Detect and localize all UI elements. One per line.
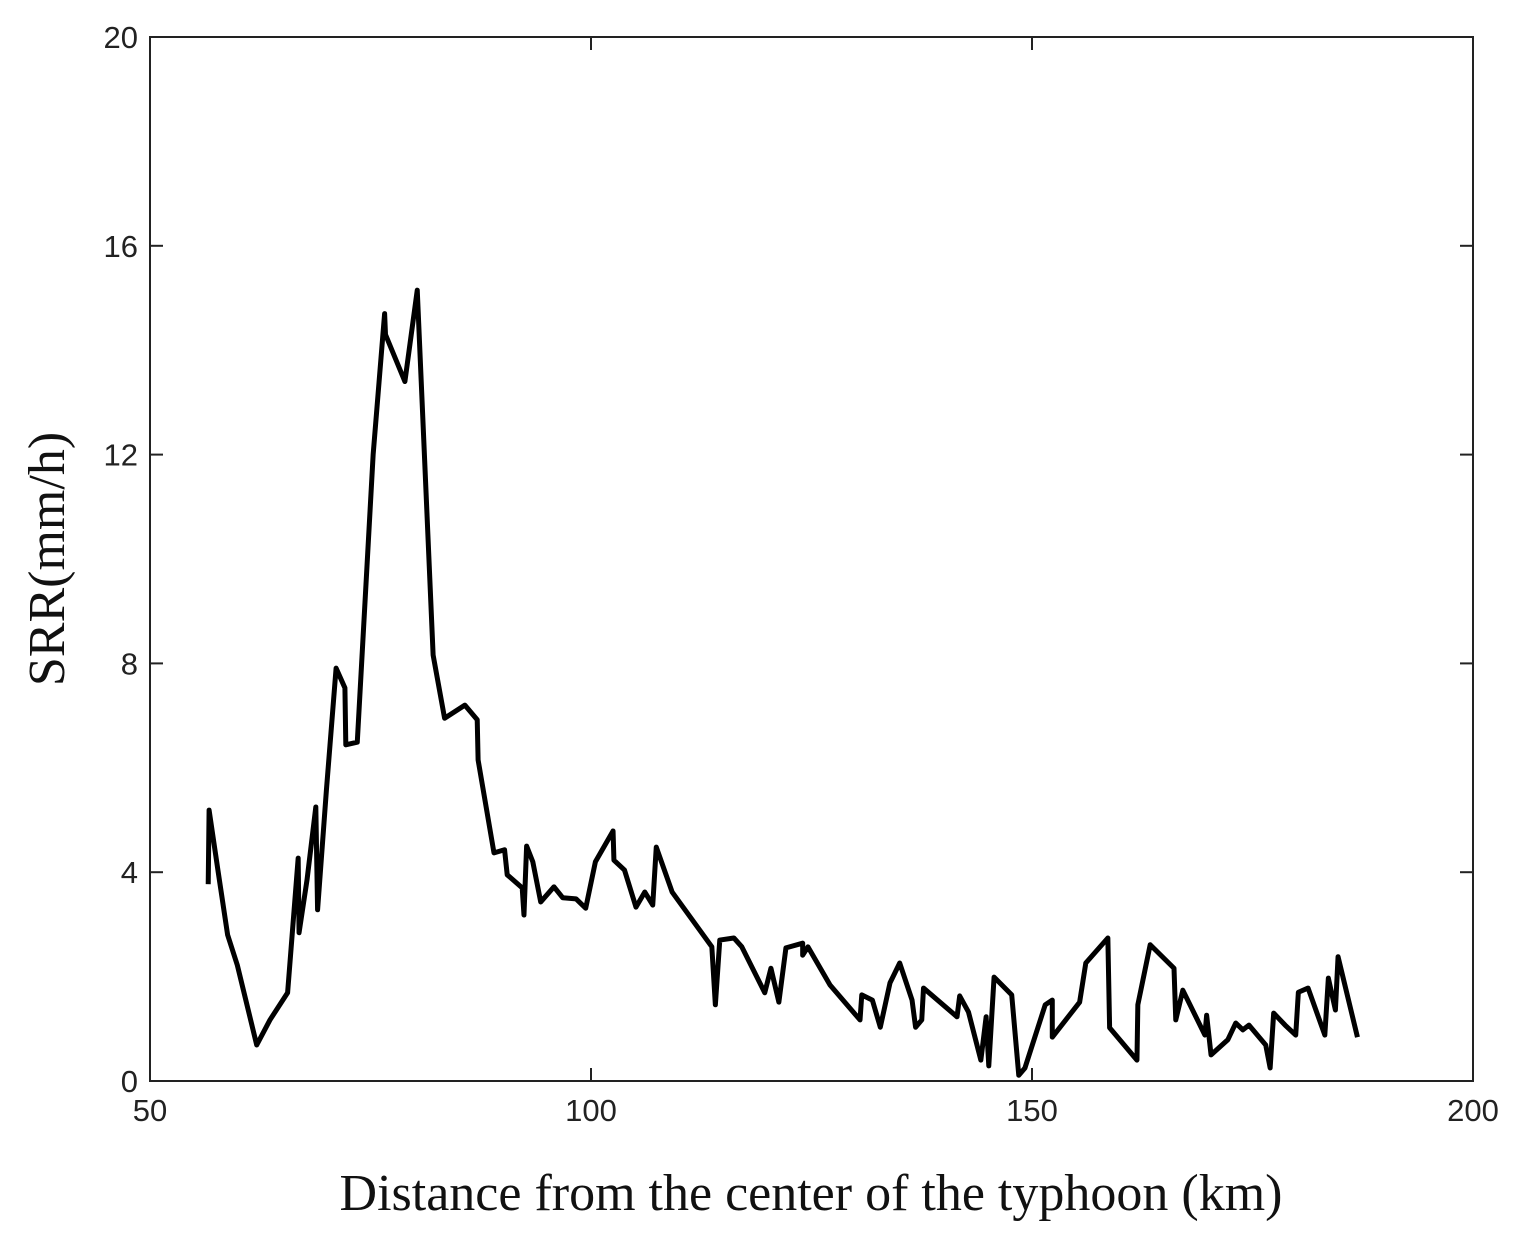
x-tick-label: 150 [1006,1093,1058,1128]
y-tick-label: 8 [121,646,138,681]
y-tick-label: 20 [104,20,138,55]
x-tick-label: 50 [133,1093,167,1128]
y-tick-label: 4 [121,855,138,890]
x-axis-title: Distance from the center of the typhoon … [340,1165,1283,1222]
y-tick-label: 0 [121,1064,138,1099]
y-tick-label: 16 [104,229,138,264]
x-tick-label: 200 [1447,1093,1499,1128]
y-tick-label: 12 [104,438,138,473]
data-line [205,287,1360,1078]
y-axis-title: SRR(mm/h) [19,432,76,686]
x-tick-label: 100 [565,1093,617,1128]
plot-frame [149,36,1474,1082]
